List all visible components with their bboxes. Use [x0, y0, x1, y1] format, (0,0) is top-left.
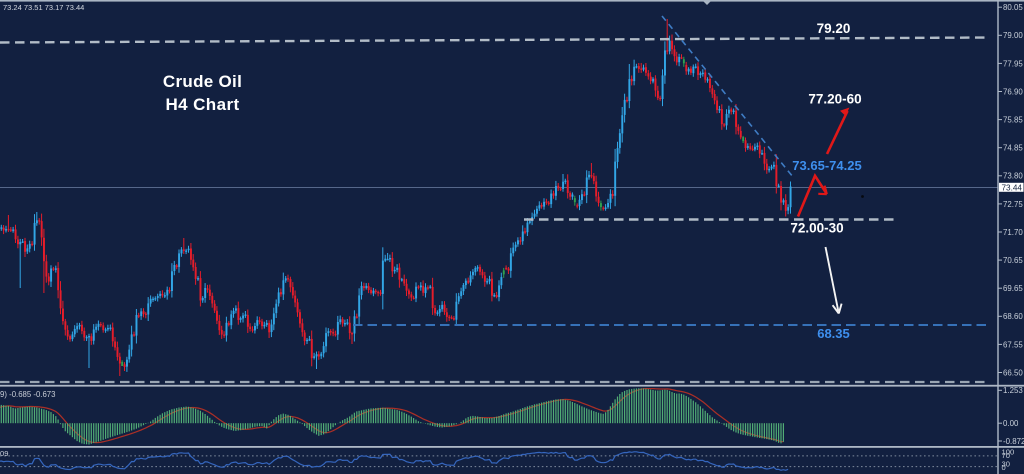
- svg-text:74.85: 74.85: [1003, 144, 1023, 153]
- svg-text:72.75: 72.75: [1003, 200, 1023, 209]
- svg-text:73.44: 73.44: [1002, 183, 1023, 192]
- svg-text:75.85: 75.85: [1003, 116, 1023, 125]
- svg-text:68.35: 68.35: [817, 326, 850, 341]
- svg-text:79.20: 79.20: [817, 21, 851, 36]
- svg-text:73.65-74.25: 73.65-74.25: [792, 158, 861, 173]
- svg-text:70: 70: [1002, 451, 1010, 460]
- svg-text:H4 Chart: H4 Chart: [165, 95, 239, 114]
- svg-text:1.253: 1.253: [1003, 386, 1023, 395]
- svg-text:80.05: 80.05: [1003, 3, 1023, 12]
- svg-text:79.00: 79.00: [1003, 31, 1023, 40]
- svg-text:77.95: 77.95: [1003, 59, 1023, 68]
- svg-text:0.00: 0.00: [1003, 419, 1019, 428]
- svg-text:77.20-60: 77.20-60: [808, 92, 861, 107]
- svg-text:73.24 73.51 73.17 73.44: 73.24 73.51 73.17 73.44: [3, 3, 84, 12]
- svg-text:09: 09: [0, 449, 8, 458]
- svg-text:70.65: 70.65: [1003, 256, 1023, 265]
- svg-text:0: 0: [1002, 463, 1006, 472]
- svg-text:76.90: 76.90: [1003, 87, 1023, 96]
- svg-text:67.55: 67.55: [1003, 340, 1023, 349]
- svg-text:30: 30: [1002, 460, 1010, 469]
- svg-text:71.70: 71.70: [1003, 228, 1023, 237]
- svg-text:Crude Oil: Crude Oil: [163, 72, 242, 91]
- svg-text:9) -0.685 -0.673: 9) -0.685 -0.673: [0, 390, 55, 399]
- svg-text:69.65: 69.65: [1003, 284, 1023, 293]
- svg-text:66.50: 66.50: [1003, 368, 1023, 377]
- svg-text:-0.872: -0.872: [1003, 437, 1024, 446]
- svg-text:73.80: 73.80: [1003, 172, 1023, 181]
- svg-text:68.60: 68.60: [1003, 312, 1023, 321]
- svg-text:72.00-30: 72.00-30: [790, 221, 843, 236]
- svg-text:100: 100: [1002, 448, 1015, 457]
